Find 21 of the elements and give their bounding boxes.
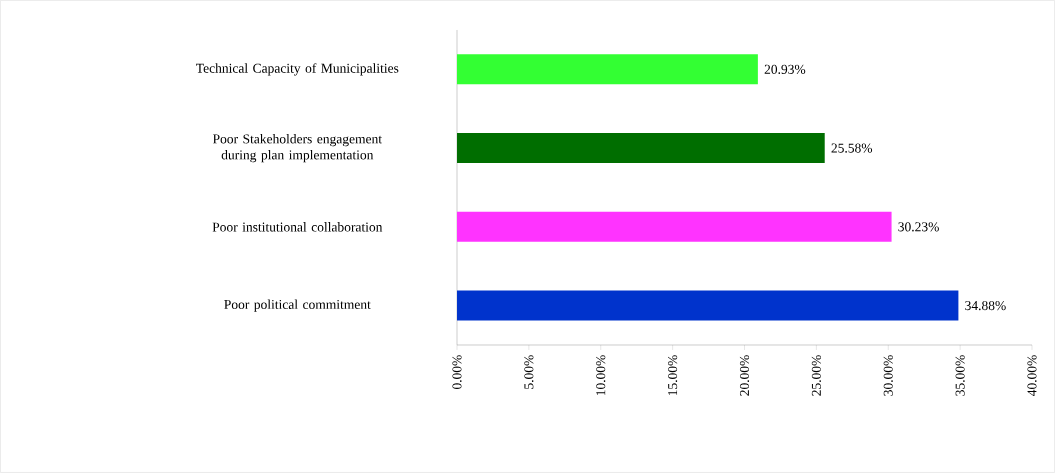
x-tick-label: 5.00% xyxy=(524,355,534,389)
bar xyxy=(457,54,758,85)
data-label: 20.93% xyxy=(764,64,806,74)
bar xyxy=(457,133,825,164)
x-tick-label: 35.00% xyxy=(955,355,965,396)
y-tick-label: Technical Capacity of Municipalities xyxy=(196,63,399,76)
x-tick-label: 20.00% xyxy=(739,355,750,396)
x-tick-label: 40.00% xyxy=(1027,355,1037,397)
y-tick-label: Poor Stakeholders engagement during plan implementation xyxy=(212,133,382,163)
data-label: 25.58% xyxy=(831,143,873,153)
bar xyxy=(457,290,959,321)
x-tick-label: 0.00% xyxy=(452,355,462,390)
y-tick-label: Poor institutional collaboration xyxy=(212,222,383,232)
x-tick-label: 25.00% xyxy=(811,355,821,396)
bar xyxy=(457,211,892,242)
x-tick-label: 10.00% xyxy=(596,355,606,396)
y-tick-label: Poor political commitment xyxy=(224,299,371,312)
data-label: 34.88% xyxy=(965,301,1006,311)
x-tick-label: 15.00% xyxy=(668,355,678,396)
data-label: 30.23% xyxy=(898,222,939,232)
x-tick-label: 30.00% xyxy=(883,355,893,396)
